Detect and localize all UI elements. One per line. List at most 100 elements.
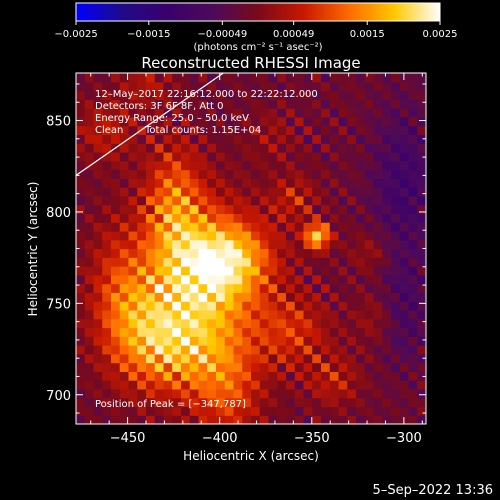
colorbar-tick-label: −0.0025 [54,29,97,40]
heatmap-cell [294,230,305,241]
heatmap-cell [391,99,401,109]
heatmap-cell [119,309,130,320]
heatmap-cell [154,248,165,258]
heatmap-cell [277,230,287,241]
heatmap-cell [312,178,322,188]
heatmap-cell [277,81,287,92]
heatmap-cell [146,292,156,302]
heatmap-cell [399,388,410,399]
heatmap-cell [286,90,296,100]
heatmap-cell [303,309,313,320]
heatmap-cell [84,345,95,355]
heatmap-cell [303,406,313,416]
heatmap-cell [312,213,322,223]
heatmap-cell [242,90,252,100]
heatmap-cell [216,274,226,285]
heatmap-cell [242,239,252,250]
heatmap-cell [154,187,165,197]
heatmap-cell [338,81,348,92]
heatmap-cell [364,90,375,100]
heatmap-cell [321,239,331,250]
heatmap-cell [137,222,147,232]
heatmap-cell [303,178,313,188]
heatmap-cell [146,178,156,188]
heatmap-cell [93,415,103,424]
heatmap-cell [321,274,331,285]
heatmap-cell [259,169,270,179]
solar-limb-line [76,73,224,176]
heatmap-cell [181,125,191,136]
heatmap-cell [408,116,418,127]
heatmap-cell [207,248,217,258]
heatmap-cell [207,143,217,153]
heatmap-cell [277,388,287,399]
colorbar-tick-label: 0.0025 [423,29,458,40]
heatmap-cell [356,371,366,381]
heatmap-cell [417,292,426,302]
heatmap-cell [338,336,348,346]
heatmap-cell [163,266,173,276]
heatmap-cell [154,362,165,372]
heatmap-cell [364,388,375,399]
heatmap-cell [119,345,130,355]
heatmap-cell [399,257,410,267]
heatmap-cell [242,301,252,311]
heatmap-cell [84,230,95,241]
heatmap-cell [268,213,278,223]
heatmap-cell [268,73,278,83]
heatmap-cell [303,169,313,179]
heatmap-cell [408,151,418,162]
heatmap-cell [76,239,86,250]
heatmap-cell [259,345,270,355]
heatmap-cell [216,222,226,232]
heatmap-cell [119,204,130,215]
heatmap-cell [417,406,426,416]
heatmap-cell [163,274,173,285]
heatmap-cell [382,380,392,390]
heatmap-cell [391,169,401,179]
heatmap-cell [181,81,191,92]
heatmap-cell [356,222,366,232]
heatmap-cell [329,301,340,311]
heatmap-cell [189,143,200,153]
heatmap-cell [294,274,305,285]
heatmap-cell [364,108,375,118]
heatmap-cell [154,230,165,241]
heatmap-cell [277,116,287,127]
heatmap-cell [189,90,200,100]
heatmap-cell [251,318,261,329]
heatmap-cell [76,327,86,337]
heatmap-cell [224,309,235,320]
heatmap-cell [286,134,296,144]
heatmap-cell [207,371,217,381]
heatmap-cell [364,125,375,136]
heatmap-cell [146,318,156,329]
heatmap-cell [146,230,156,241]
heatmap-cell [137,266,147,276]
heatmap-cell [163,415,173,424]
heatmap-cell [93,353,103,364]
heatmap-cell [408,318,418,329]
heatmap-cell [207,283,217,293]
heatmap-cell [137,143,147,153]
heatmap-cell [329,362,340,372]
heatmap-cell [399,327,410,337]
heatmap-cell [268,266,278,276]
heatmap-cell [111,134,121,144]
heatmap-cell [338,248,348,258]
heatmap-cell [233,187,243,197]
heatmap-cell [356,380,366,390]
heatmap-cell [347,125,357,136]
heatmap-cell [189,178,200,188]
heatmap-cell [356,160,366,171]
heatmap-cell [356,178,366,188]
heatmap-cell [373,371,383,381]
heatmap-cell [224,222,235,232]
heatmap-cell [408,274,418,285]
heatmap-cell [146,283,156,293]
heatmap-cell [373,362,383,372]
heatmap-cell [102,108,112,118]
heatmap-cell [181,116,191,127]
heatmap-cell [224,90,235,100]
heatmap-cell [347,195,357,206]
